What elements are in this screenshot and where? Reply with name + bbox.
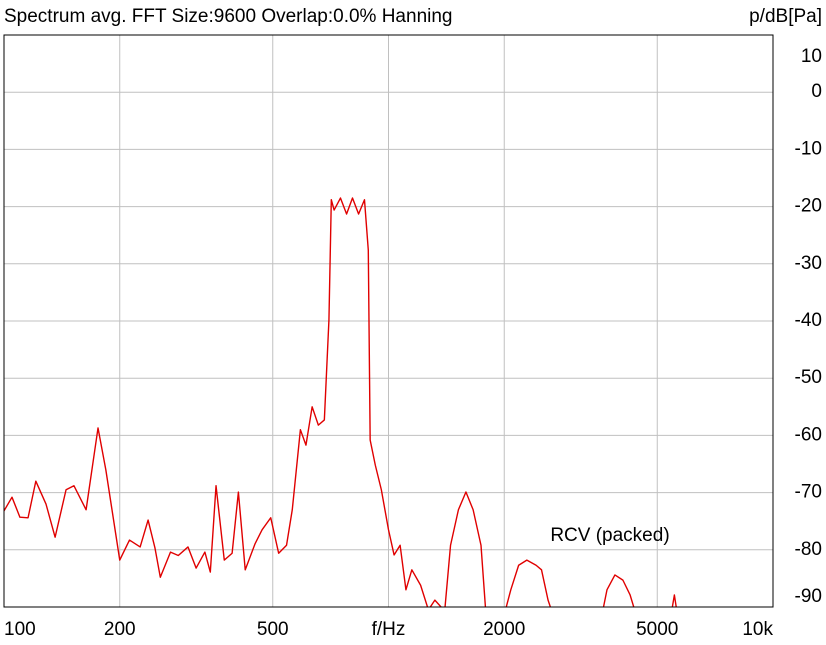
x-tick-label: 2000 — [483, 619, 525, 640]
x-tick-label: 10k — [742, 619, 773, 640]
chart-title: Spectrum avg. FFT Size:9600 Overlap:0.0%… — [4, 6, 453, 27]
y-tick-label: -30 — [795, 253, 822, 274]
y-tick-label: -20 — [795, 196, 822, 217]
y-tick-label: -60 — [795, 424, 822, 445]
y-tick-label: -10 — [795, 138, 822, 159]
x-tick-label: 500 — [257, 619, 289, 640]
y-tick-label: -70 — [795, 482, 822, 503]
x-tick-label: 100 — [4, 619, 36, 640]
grid — [3, 34, 774, 608]
y-axis-label: p/dB[Pa] — [749, 6, 822, 27]
annotation: RCV (packed) — [550, 525, 669, 546]
y-tick-label: 0 — [811, 81, 822, 102]
y-tick-label: -90 — [795, 586, 822, 607]
x-tick-label: 5000 — [636, 619, 678, 640]
x-tick-label: 200 — [104, 619, 136, 640]
plot-border — [3, 34, 774, 608]
plot-area — [4, 197, 677, 607]
y-tick-label: 10 — [801, 46, 822, 67]
x-tick-label: f/Hz — [372, 619, 406, 640]
y-tick-label: -80 — [795, 539, 822, 560]
spectrum-line — [4, 197, 677, 607]
y-tick-label: -50 — [795, 367, 822, 388]
y-tick-label: -40 — [795, 310, 822, 331]
